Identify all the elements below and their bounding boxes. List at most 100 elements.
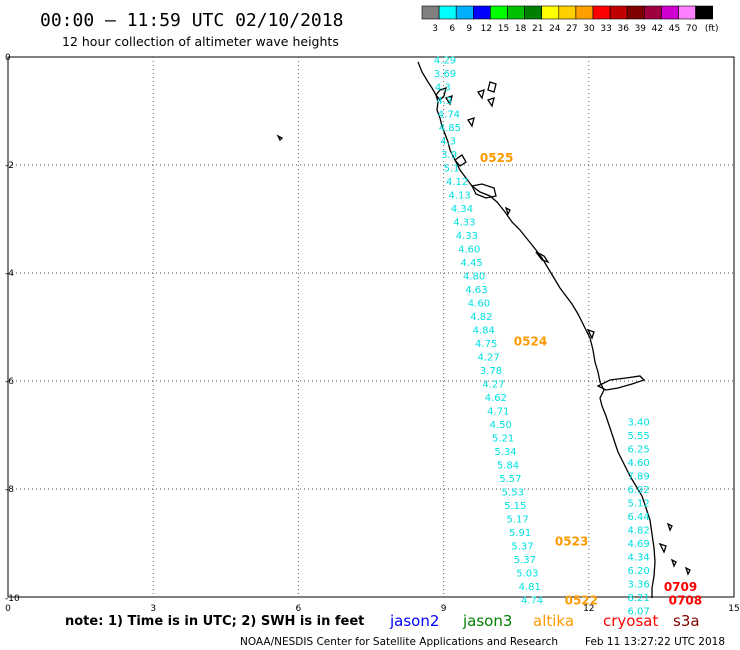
wave-height-value: 6.20 <box>628 566 650 577</box>
wave-height-value: 4.3 <box>440 137 456 148</box>
scale-swatch <box>609 5 628 20</box>
y-tick-label: -6 <box>5 377 14 387</box>
color-scale-bar: 3 6 9 12 15 18 21 24 27 30 33 36 39 42 45 70 (ft) <box>421 5 719 34</box>
wave-height-value: 4.62 <box>485 393 507 404</box>
wave-height-value: 4.81 <box>519 582 541 593</box>
wave-height-value: 6.92 <box>628 485 650 496</box>
scale-label: 36 <box>617 24 629 34</box>
wave-height-value: 4.13 <box>448 191 470 202</box>
scale-swatch <box>643 5 662 20</box>
wave-height-value: 4.60 <box>458 245 480 256</box>
wave-height-value: 5.15 <box>504 501 526 512</box>
satellite-label: s3a <box>673 612 700 630</box>
coastline <box>276 61 691 598</box>
x-tick-label: 15 <box>728 604 739 614</box>
satellite-label: cryosat <box>603 612 658 630</box>
scale-label: 33 <box>600 24 611 34</box>
wave-height-value: 4.60 <box>468 299 490 310</box>
wave-height-value: 4.3 <box>435 83 451 94</box>
scale-label: 15 <box>498 24 509 34</box>
wave-height-value: 5.17 <box>507 515 529 526</box>
wave-height-value: 7.89 <box>628 472 650 483</box>
wave-height-value: 6.44 <box>628 512 650 523</box>
wave-height-value: 6.07 <box>628 607 650 618</box>
scale-swatch <box>490 5 508 20</box>
scale-label: 27 <box>566 24 577 34</box>
footer-timestamp: Feb 11 13:27:22 UTC 2018 <box>585 636 725 648</box>
wave-height-value: 4.74 <box>438 110 460 121</box>
chart-title: 00:00 – 11:59 UTC 02/10/2018 <box>40 10 343 31</box>
wave-height-value: 4.50 <box>490 420 512 431</box>
wave-height-value: 5.57 <box>499 474 521 485</box>
x-tick-label: 3 <box>150 604 156 614</box>
wave-height-value: 8.21 <box>628 593 650 604</box>
pass-time-label: 0709 <box>664 580 697 594</box>
wave-height-value: 4.85 <box>439 123 461 134</box>
x-tick-label: 12 <box>583 604 594 614</box>
scale-swatch <box>695 5 713 20</box>
scale-swatch <box>626 5 645 20</box>
scale-swatch <box>575 5 594 20</box>
chart-subtitle: 12 hour collection of altimeter wave hei… <box>62 34 339 49</box>
wave-height-value: 5.53 <box>502 488 524 499</box>
y-tick-label: -4 <box>5 269 14 279</box>
pass-time-label: 0523 <box>555 534 588 548</box>
scale-swatch <box>421 5 440 20</box>
scale-label: 70 <box>686 24 698 34</box>
wave-height-value: 4.3 <box>436 96 452 107</box>
scale-label: 9 <box>466 24 472 34</box>
wave-height-value: 5.34 <box>494 447 516 458</box>
y-tick-label: -10 <box>5 594 20 604</box>
x-tick-label: 9 <box>441 604 447 614</box>
scale-label: 12 <box>481 24 492 34</box>
wave-height-value: 3.69 <box>434 69 456 80</box>
pass-time-label: 0524 <box>514 335 547 349</box>
wave-height-value: 4.27 <box>482 380 504 391</box>
wave-height-value: 4.75 <box>475 339 497 350</box>
wave-height-value: 5.91 <box>509 528 531 539</box>
scale-label: 30 <box>583 24 595 34</box>
axis-ticks: 0 3 6 9 12 15 0 -2 -4 -6 -8 -10 <box>5 53 740 614</box>
x-tick-label: 6 <box>296 604 302 614</box>
pass-time-label: 0522 <box>565 594 598 608</box>
pass-time-label: 0708 <box>669 594 702 608</box>
wave-height-values: 4.29 3.69 4.3 4.3 4.74 4.85 4.3 3.9 5.1 4.12 4.13 4… <box>434 56 650 618</box>
wave-height-value: 5.1 <box>444 164 460 175</box>
scale-unit: (ft) <box>705 24 719 34</box>
scale-swatch <box>661 5 679 20</box>
wave-height-value: 4.45 <box>461 258 483 269</box>
scale-label: 18 <box>515 24 527 34</box>
scale-swatch <box>438 5 457 20</box>
satellite-label: jason2 <box>389 612 439 630</box>
wave-height-value: 5.21 <box>492 434 514 445</box>
wave-height-value: 5.37 <box>511 542 533 553</box>
scale-label: 45 <box>669 24 680 34</box>
scale-label: 6 <box>449 24 455 34</box>
y-tick-label: 0 <box>5 53 11 63</box>
satellite-legend: jason2 jason3 altika cryosat s3a <box>389 612 700 630</box>
wave-height-value: 4.12 <box>446 177 468 188</box>
wave-height-value: 4.80 <box>463 272 485 283</box>
wave-height-value: 4.34 <box>628 553 650 564</box>
scale-label: 3 <box>432 24 438 34</box>
scale-label: 39 <box>635 24 647 34</box>
wave-height-value: 4.63 <box>465 285 487 296</box>
wave-height-value: 4.82 <box>470 312 492 323</box>
wave-height-value: 4.82 <box>628 526 650 537</box>
wave-height-value: 4.71 <box>487 407 509 418</box>
scale-swatch <box>507 5 525 20</box>
scale-swatch <box>541 5 560 20</box>
footer-credit: NOAA/NESDIS Center for Satellite Applica… <box>240 636 558 648</box>
plot-frame <box>7 56 735 598</box>
wave-height-value: 4.84 <box>473 326 495 337</box>
pass-time-label: 0525 <box>480 151 513 165</box>
satellite-label: jason3 <box>462 612 512 630</box>
scale-swatch <box>524 5 542 20</box>
wave-height-value: 5.84 <box>497 461 519 472</box>
wave-height-value: 5.37 <box>514 555 536 566</box>
wave-height-value: 4.33 <box>453 218 475 229</box>
wave-height-value: 4.74 <box>521 596 543 607</box>
scale-swatch <box>678 5 696 20</box>
